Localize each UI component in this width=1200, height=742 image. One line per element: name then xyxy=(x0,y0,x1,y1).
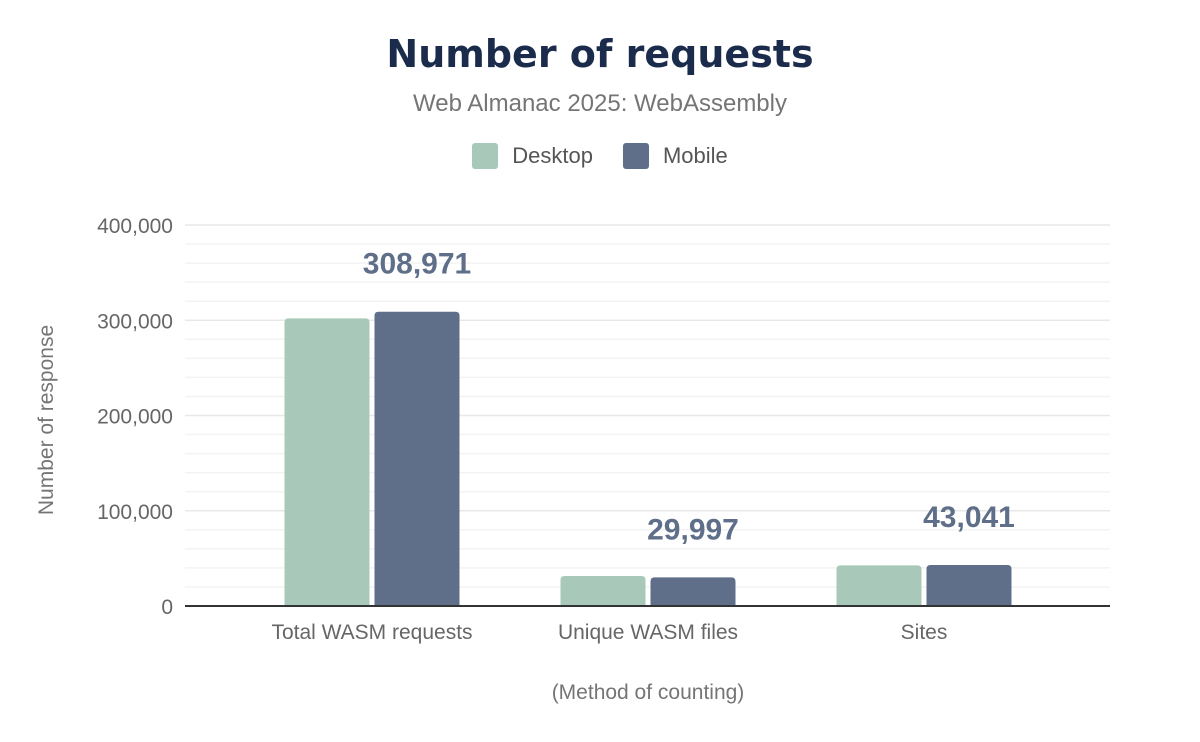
bar-mobile xyxy=(926,565,1012,606)
x-tick-label: Unique WASM files xyxy=(558,621,738,644)
chart-title: Number of requests xyxy=(386,32,814,76)
x-axis-label: (Method of counting) xyxy=(552,681,745,704)
data-label: 29,997 xyxy=(647,513,739,546)
legend-swatch-desktop xyxy=(472,143,499,169)
y-tick-label: 100,000 xyxy=(97,501,173,524)
x-tick-label: Sites xyxy=(901,621,948,644)
y-tick-label: 300,000 xyxy=(97,310,173,333)
bar-desktop xyxy=(284,318,370,606)
y-tick-label: 0 xyxy=(161,596,173,619)
data-label: 43,041 xyxy=(923,501,1015,534)
bar-mobile xyxy=(374,311,460,606)
y-tick-label: 400,000 xyxy=(97,215,173,238)
bar-mobile xyxy=(650,577,736,606)
legend-item-desktop[interactable]: Desktop xyxy=(472,143,593,169)
y-tick-label: 200,000 xyxy=(97,406,173,429)
data-label: 308,971 xyxy=(363,248,471,281)
bar-desktop xyxy=(836,565,922,606)
legend-label-desktop: Desktop xyxy=(512,143,593,168)
legend: Desktop Mobile xyxy=(0,143,1200,169)
legend-label-mobile: Mobile xyxy=(662,143,728,168)
chart-subtitle: Web Almanac 2025: WebAssembly xyxy=(413,90,787,117)
legend-item-mobile[interactable]: Mobile xyxy=(622,143,728,169)
y-axis-label: Number of response xyxy=(35,325,58,515)
bar-desktop xyxy=(560,575,646,606)
legend-swatch-mobile xyxy=(622,143,649,169)
x-tick-label: Total WASM requests xyxy=(271,621,472,644)
